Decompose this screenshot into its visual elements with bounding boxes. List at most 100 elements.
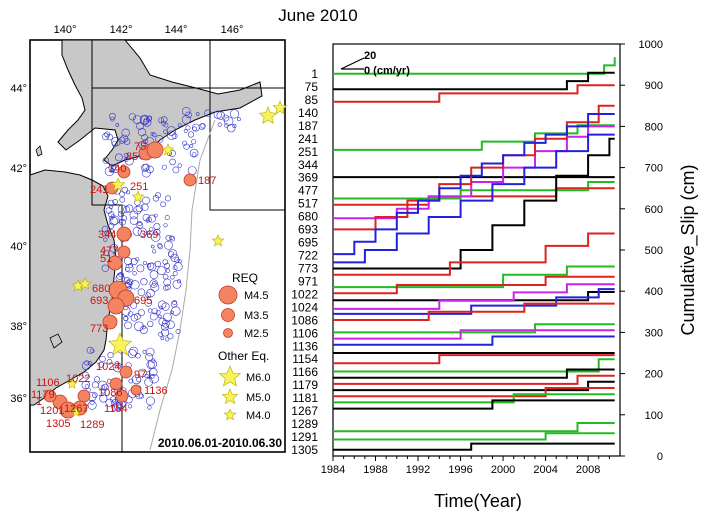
bg-quake-marker <box>137 309 145 317</box>
bg-quake-marker <box>146 115 153 121</box>
bg-quake-marker <box>90 348 95 354</box>
bg-quake-marker <box>142 163 150 171</box>
bg-quake-marker <box>107 199 115 207</box>
bg-quake-marker <box>157 266 166 276</box>
y-tick-label: 800 <box>645 121 663 133</box>
background-seismicity <box>81 107 241 412</box>
site-label: 693 <box>298 223 318 237</box>
req-marker <box>102 314 118 330</box>
bg-quake-marker <box>149 270 159 280</box>
slip-series-line <box>333 275 615 295</box>
slip-series-line <box>333 113 615 256</box>
legend-req-label: M4.5 <box>244 290 268 302</box>
bg-quake-marker <box>195 112 200 116</box>
trench-line <box>149 119 216 451</box>
bg-quake-marker <box>146 216 152 223</box>
bg-quake-marker <box>137 221 143 227</box>
bg-quake-marker <box>118 271 124 278</box>
scale-arrow-line <box>340 57 365 70</box>
legend-other-label: M5.0 <box>246 392 270 404</box>
y-tick-label: 400 <box>645 286 663 298</box>
bg-quake-marker <box>149 367 158 376</box>
site-label: 773 <box>298 261 318 275</box>
y-tick-label: 300 <box>645 327 663 339</box>
y-axis-title: Cumulative_Slip (cm) <box>678 164 699 335</box>
bg-quake-marker <box>168 249 178 259</box>
bg-quake-marker <box>138 368 147 378</box>
y-tick-label: 100 <box>645 410 663 422</box>
event-label: 1305 <box>46 418 70 430</box>
event-label: 971 <box>134 369 152 381</box>
slip-series-line <box>333 335 615 346</box>
slip-series-line <box>333 232 615 276</box>
y-tick-label: 500 <box>645 245 663 257</box>
lat-tick-label: 36° <box>10 393 27 405</box>
bg-quake-marker <box>172 279 182 289</box>
bg-quake-marker <box>172 166 180 174</box>
bg-quake-marker <box>153 228 161 236</box>
bg-quake-marker <box>106 358 113 365</box>
lat-tick-label: 40° <box>10 241 27 253</box>
bg-quake-marker <box>162 312 172 322</box>
event-label: 693 <box>90 295 108 307</box>
bg-quake-marker <box>153 223 161 231</box>
slip-series-line <box>333 302 615 321</box>
bg-quake-marker <box>111 403 119 411</box>
other-eq-star <box>110 177 126 192</box>
bg-quake-marker <box>165 337 170 342</box>
okushiri-island <box>35 145 43 157</box>
bg-quake-marker <box>158 331 163 337</box>
bg-quake-marker <box>127 311 134 317</box>
bg-quake-marker <box>177 123 182 128</box>
site-label: 1291 <box>291 430 318 444</box>
bg-quake-marker <box>153 213 158 218</box>
bg-quake-marker <box>185 111 192 119</box>
bg-quake-marker <box>136 122 144 130</box>
lon-tick-label: 146° <box>221 24 244 36</box>
site-label: 1086 <box>291 313 318 327</box>
slip-series-line <box>333 399 615 410</box>
bg-quake-marker <box>175 328 181 334</box>
slip-series-line <box>333 358 615 373</box>
bg-quake-marker <box>141 163 150 172</box>
req-marker <box>107 297 125 315</box>
bg-quake-marker <box>185 125 191 131</box>
bg-quake-marker <box>227 124 236 133</box>
series-layer <box>333 57 616 451</box>
bg-quake-marker <box>109 112 116 120</box>
req-marker <box>115 389 129 403</box>
bg-quake-marker <box>150 244 155 249</box>
bg-quake-marker <box>166 320 175 329</box>
x-tick-label: 2008 <box>576 464 600 476</box>
bg-quake-marker <box>111 399 119 407</box>
event-label: 1179 <box>31 389 55 401</box>
bg-quake-marker <box>147 405 152 410</box>
bg-quake-marker <box>127 349 137 359</box>
other-eq-star <box>78 277 92 290</box>
event-label: 1086 <box>98 387 122 399</box>
bg-quake-marker <box>129 346 139 356</box>
site-label: 369 <box>298 171 318 185</box>
bg-quake-marker <box>121 215 128 221</box>
site-label: 85 <box>305 93 319 107</box>
map-content: 75 85 140 187 241 251 344 369 477 51 680… <box>29 39 288 453</box>
bg-quake-marker <box>149 227 154 232</box>
scale-unit: 0 (cm/yr) <box>364 65 410 77</box>
bg-quake-marker <box>174 262 183 271</box>
bg-quake-marker <box>160 116 168 123</box>
bg-quake-marker <box>172 270 178 276</box>
site-label: 1181 <box>292 391 318 405</box>
bg-quake-marker <box>187 131 195 138</box>
bg-quake-marker <box>131 374 142 385</box>
slip-series-line <box>333 323 615 334</box>
lat-tick-label: 42° <box>10 163 27 175</box>
event-label: 1154 <box>104 403 128 415</box>
bg-quake-marker <box>232 124 237 129</box>
site-label: 1 <box>311 67 318 81</box>
bg-quake-marker <box>129 216 139 225</box>
site-label: 251 <box>298 145 318 159</box>
bg-quake-marker <box>189 148 199 158</box>
slip-series-line <box>333 374 615 385</box>
event-label: 51 <box>100 253 112 265</box>
bg-quake-marker <box>119 197 125 203</box>
